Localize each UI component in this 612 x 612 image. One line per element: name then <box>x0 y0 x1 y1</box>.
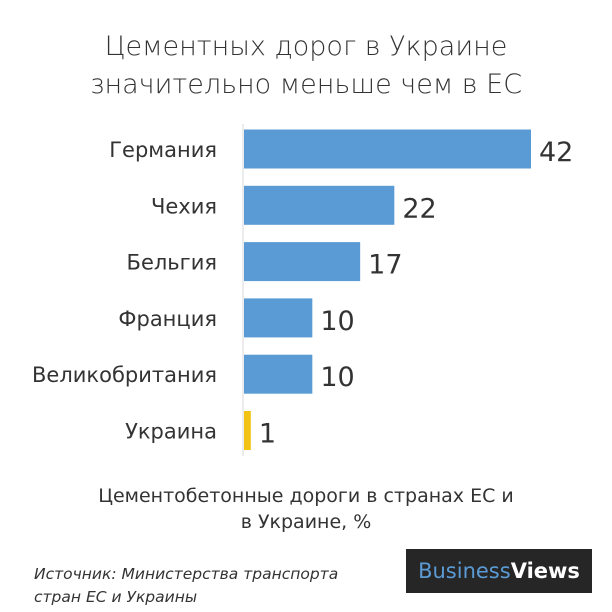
category-label-6: Украина <box>125 420 217 444</box>
category-label-4: Франция <box>118 307 217 331</box>
chart-title: Цементных дорог в Украине значительно ме… <box>0 28 612 104</box>
source-line-1: Источник: Министерства транспорта <box>34 565 339 583</box>
chart-title-line-2: значительно меньше чем в ЕС <box>89 69 523 100</box>
x-axis-label: Цементобетонные дороги в странах ЕС и в … <box>0 483 612 535</box>
value-label-5: 10 <box>320 362 354 393</box>
category-label-5: Великобритания <box>32 363 217 387</box>
value-label-6: 1 <box>259 419 276 450</box>
bar-5 <box>244 354 313 394</box>
source-line-2: стран ЕС и Украины <box>34 588 198 606</box>
x-axis-label-line-2: в Украине, % <box>240 511 372 533</box>
value-label-1: 42 <box>539 137 573 168</box>
logo-text-views: Views <box>510 559 580 583</box>
x-axis-label-line-1: Цементобетонные дороги в странах ЕС и <box>98 485 514 507</box>
bar-6 <box>244 411 251 450</box>
value-label-2: 22 <box>402 193 436 224</box>
bar-3 <box>244 242 361 282</box>
bar-2 <box>244 185 395 225</box>
chart-title-line-1: Цементных дорог в Украине <box>104 31 508 62</box>
bar-4 <box>244 298 313 338</box>
category-label-2: Чехия <box>151 194 217 218</box>
value-label-4: 10 <box>320 306 354 337</box>
logo-text-business: Business <box>418 559 511 583</box>
category-label-3: Бельгия <box>127 251 217 275</box>
category-label-1: Германия <box>109 138 217 162</box>
bar-1 <box>244 129 531 169</box>
value-label-3: 17 <box>368 250 402 281</box>
source-note: Источник: Министерства транспорта стран … <box>34 563 338 609</box>
businessviews-logo: Business Views <box>406 549 592 593</box>
